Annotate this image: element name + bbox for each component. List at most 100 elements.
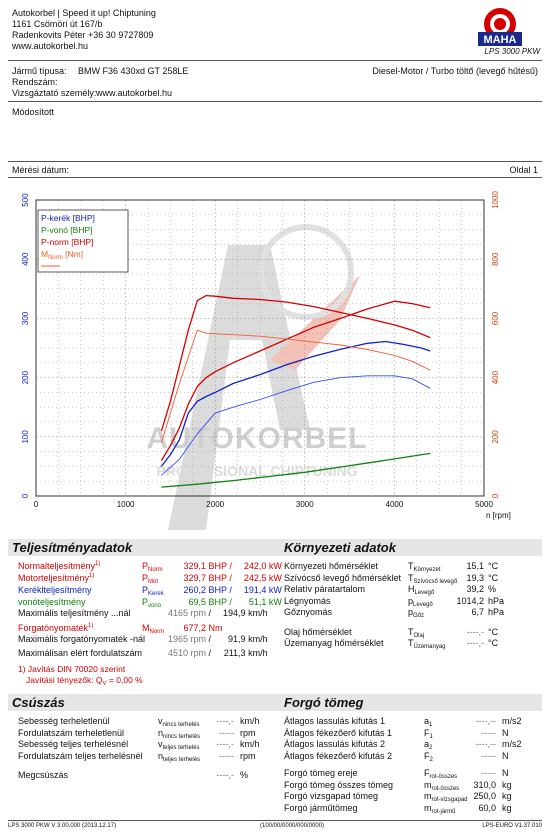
mass-row-label: Átlagos fékezőerő kifutás 2 [284, 750, 393, 761]
mass-row-symbol: Frot-összes [424, 768, 457, 780]
env-row-sym: H [408, 584, 415, 594]
slip-row-label: Megcsúszás [18, 770, 69, 780]
env-row-sub: Környezet [413, 567, 441, 573]
slip-row-unit: rpm [240, 727, 256, 738]
env-row-sym: T [408, 561, 414, 571]
perf-maxtorque-rpm: 1965 [167, 634, 188, 644]
slip-row-sym: v [158, 739, 163, 749]
y-left-tick-label: 200 [21, 370, 30, 384]
mass-row-sub: rot-jármű [431, 808, 456, 815]
env-row-label: Légnyomás [284, 595, 331, 606]
slip-row-sub: nincs terhelés [163, 733, 201, 740]
perf-norm-label: Normalteljesítmény [18, 561, 96, 571]
correction-factor: Javítási tényezők: QV = 0,00 % [26, 675, 143, 687]
env-row-symbol: TSzívócső levegő [408, 573, 457, 585]
env-row-symbol: HLevegő [408, 584, 434, 596]
mass-row-unit: kg [502, 791, 512, 801]
company-address: 1161 Csömöri út 167/b [12, 19, 103, 29]
slip-row-symbol: nteljes terhelés [158, 751, 200, 763]
slip-row-sym: n [158, 727, 164, 738]
mass-row-sym: m [424, 779, 432, 790]
tester-value: www.autokorbel.hu [96, 88, 173, 98]
slash: / [208, 634, 212, 644]
perf-motor-sym: P [142, 573, 149, 583]
env-row-sub: Olaj [413, 632, 425, 639]
mass-row-sub: rot-összes [429, 774, 458, 780]
correction-note: 1) Javítás DIN 70020 szerint [18, 664, 126, 674]
mass-row-value: ----,-- [475, 716, 496, 726]
env-row-symbol: TÜzemanyag [408, 638, 446, 650]
mass-row-sub: rot-összes [431, 785, 460, 792]
slip-row-sym: v [158, 716, 163, 726]
perf-norm-kw: 242,0 [243, 561, 267, 571]
env-row-label: Szívócső levegő hőmérséklet [284, 572, 402, 583]
mass-row-sym: m [424, 791, 432, 801]
perf-maxpow-kmh: 194,9 [223, 608, 246, 618]
mass-row-sym: F [424, 750, 430, 761]
mass-row-unit: N [502, 750, 509, 761]
footer-right: LPS-EURO V1.37.010 [482, 823, 542, 829]
mass-row-sub: 2 [429, 756, 433, 763]
perf-wheel-sub: Kerek [148, 591, 164, 597]
mass-row-symbol: F2 [424, 751, 433, 763]
y-left-tick-label: 300 [21, 311, 30, 325]
perf-motor-sub: Mot [148, 579, 159, 585]
slash: / [208, 608, 212, 618]
mass-row-unit: kg [502, 779, 512, 790]
env-row-sub: Levegő [413, 601, 433, 608]
perf-maxpow-label: Maximális teljesítmény ...nál [18, 608, 131, 618]
slash: / [229, 561, 232, 571]
perf-norm-bhp: 329,1 [183, 561, 206, 571]
vehicle-divider [8, 101, 542, 102]
page-number: Oldal 1 [509, 165, 538, 175]
unit-rpm: rpm [190, 608, 207, 618]
slip-row-label: Fordulatszám teljes terhelésnél [18, 750, 143, 761]
env-row-label: Relatív páratartalom [284, 584, 366, 594]
perf-torque-value: 677,2 Nm [176, 623, 222, 633]
slip-section-bar [8, 694, 542, 711]
x-tick-label: 5000 [475, 500, 493, 509]
env-row-sym: T [408, 638, 414, 648]
perf-maxpow-values: 4165 rpm / 194,9 km/h [162, 608, 268, 618]
slip-row-unit: % [240, 770, 249, 780]
y-right-tick-label: 1000 [491, 191, 500, 209]
env-row-sub: Levegő [414, 590, 435, 596]
perf-row-torque: Forgatónyomaték1) [18, 623, 93, 633]
company-web: www.autokorbel.hu [12, 41, 89, 51]
unit-kmh: km/h [248, 648, 268, 658]
perf-row-drag: vonóteljesítmény [18, 597, 86, 607]
perf-drag-values: 69,5 BHP / 51,1 kW [176, 597, 281, 607]
slip-row-symbol: vnincs terhelés [158, 716, 200, 728]
date-divider-bottom [8, 177, 542, 178]
mass-row-label: Átlagos fékezőerő kifutás 1 [284, 727, 393, 738]
correction-factor-sub: V [102, 681, 107, 687]
perf-section-bar [8, 539, 542, 556]
perf-torque-footnote: 1) [88, 623, 94, 629]
perf-wheel-sym: P [142, 585, 149, 595]
perf-maxtorque-values: 1965 rpm / 91,9 km/h [162, 634, 268, 644]
legend-entry: P-norm [BHP] [41, 237, 93, 247]
watermark-slash-shape [270, 275, 360, 370]
env-row-unit: hPa [488, 595, 505, 606]
env-row-value: ----,- [466, 626, 485, 637]
plot-frame [35, 199, 485, 497]
x-tick-label: 3000 [296, 500, 314, 509]
perf-motor-values: 329,7 BHP / 242,5 kW [176, 573, 281, 583]
unit-rpm: rpm [190, 634, 207, 644]
env-row-sub: Üzemanyag [413, 644, 446, 650]
unit-bhp: BHP [208, 561, 227, 571]
env-row-value: 15,1 [466, 561, 484, 571]
engine-type: Diesel-Motor / Turbo töltő (levegő hűtés… [372, 66, 538, 76]
mass-row-sub: 1 [429, 722, 433, 728]
slip-row-symbol: vteljes terhelés [158, 739, 200, 751]
perf-torque-symbol: MNorm [142, 623, 164, 635]
legend-entry: MNorm [Nm] [41, 249, 83, 261]
mass-row-symbol: F1 [424, 728, 433, 740]
perf-drag-sym: P [142, 597, 149, 607]
correction-factor-label: Javítási tényezők: Q [26, 675, 103, 685]
env-row-sym: p [408, 607, 414, 617]
env-row-symbol: TKörnyezet [408, 561, 441, 573]
series-line [160, 300, 431, 461]
date-divider-top [8, 161, 542, 162]
slip-row-sub: teljes terhelés [162, 745, 200, 751]
